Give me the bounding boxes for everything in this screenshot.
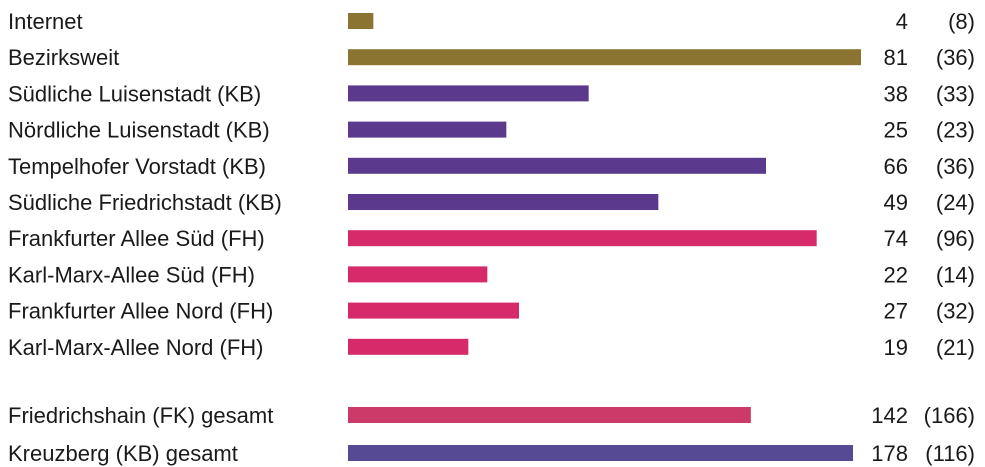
category-label-7: Karl-Marx-Allee Süd (FH): [8, 262, 255, 287]
value-label-9: 19: [884, 335, 908, 360]
value-label-0: 4: [896, 9, 908, 34]
category-label-2: Südliche Luisenstadt (KB): [8, 81, 261, 106]
category-label-1: Bezirksweit: [8, 45, 119, 70]
category-label-3: Nördliche Luisenstadt (KB): [8, 118, 270, 143]
value-label-5: 49: [884, 190, 908, 215]
category-label-4: Tempelhofer Vorstadt (KB): [8, 154, 266, 179]
previous-value-label-6: (96): [936, 226, 975, 251]
value-label-7: 22: [884, 262, 908, 287]
previous-value-label-total-1: (116): [925, 441, 975, 466]
category-label-total-1: Kreuzberg (KB) gesamt: [8, 441, 238, 466]
bar-total-0: [348, 407, 751, 423]
previous-value-label-0: (8): [948, 9, 975, 34]
value-label-4: 66: [884, 154, 908, 179]
previous-value-label-8: (32): [936, 299, 975, 324]
category-label-6: Frankfurter Allee Süd (FH): [8, 226, 265, 251]
bar-2: [348, 85, 589, 102]
bar-1: [348, 49, 861, 66]
bar-5: [348, 194, 659, 210]
category-label-9: Karl-Marx-Allee Nord (FH): [8, 335, 263, 360]
category-label-0: Internet: [8, 9, 83, 34]
value-label-2: 38: [884, 81, 908, 106]
category-label-8: Frankfurter Allee Nord (FH): [8, 299, 273, 324]
value-label-6: 74: [884, 226, 908, 251]
bar-6: [348, 230, 817, 247]
previous-value-label-4: (36): [936, 154, 975, 179]
value-label-total-0: 142: [871, 403, 908, 428]
value-label-1: 81: [884, 45, 908, 70]
bar-7: [348, 266, 488, 283]
bar-9: [348, 338, 469, 355]
value-label-3: 25: [884, 118, 908, 143]
previous-value-label-2: (33): [936, 81, 975, 106]
previous-value-label-1: (36): [936, 45, 975, 70]
bar-0: [348, 13, 374, 29]
previous-value-label-9: (21): [936, 335, 975, 360]
previous-value-label-7: (14): [936, 262, 975, 287]
bar-4: [348, 157, 766, 174]
bar-total-1: [348, 445, 853, 461]
bar-3: [348, 121, 507, 138]
previous-value-label-5: (24): [936, 190, 975, 215]
value-label-8: 27: [884, 299, 908, 324]
value-label-total-1: 178: [871, 441, 908, 466]
category-label-5: Südliche Friedrichstadt (KB): [8, 190, 282, 215]
previous-value-label-3: (23): [936, 118, 975, 143]
previous-value-label-total-0: (166): [924, 403, 975, 428]
category-label-total-0: Friedrichshain (FK) gesamt: [8, 403, 273, 428]
bar-8: [348, 302, 519, 319]
